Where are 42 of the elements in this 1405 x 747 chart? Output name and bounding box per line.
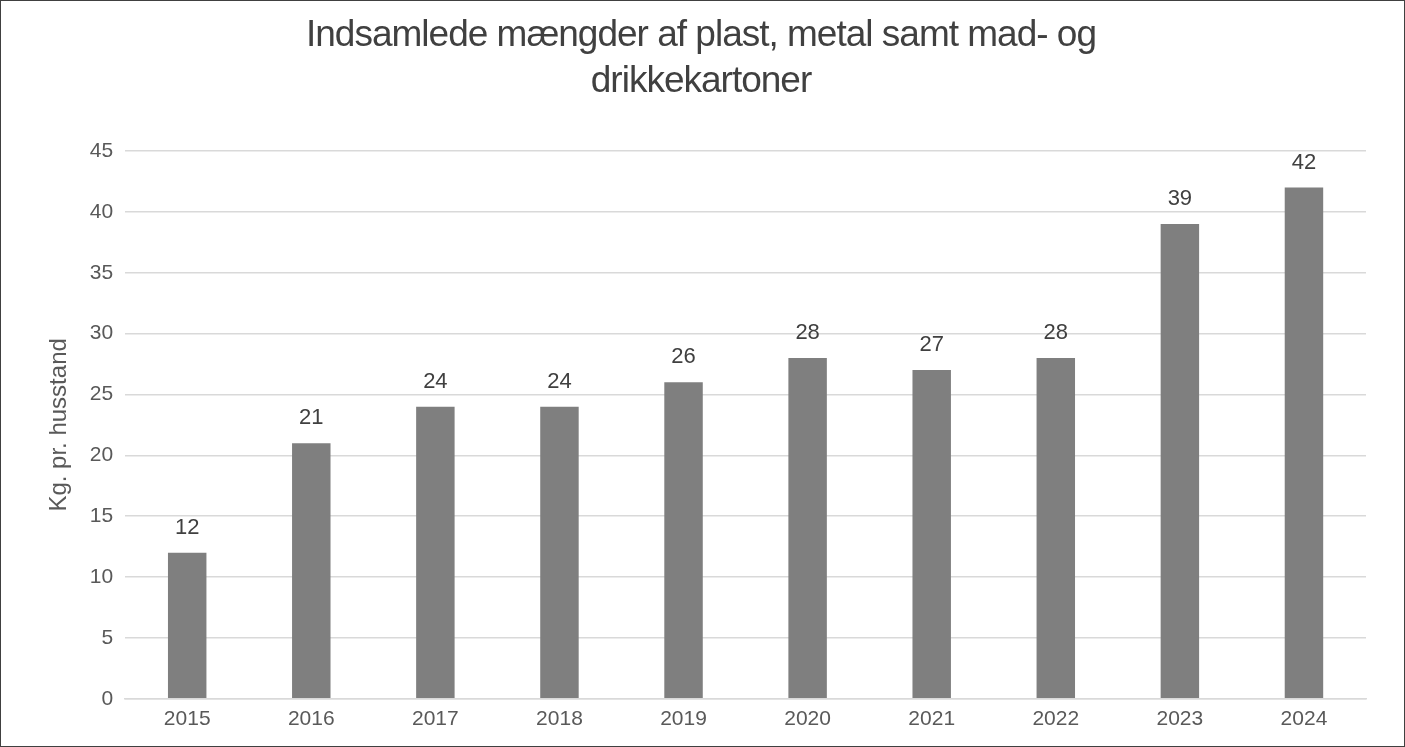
chart-title: Indsamlede mængder af plast, metal samt mad- og drikkekartoner (305, 12, 1097, 102)
x-tick-label: 2015 (163, 706, 211, 730)
x-tick-label: 2020 (784, 706, 831, 730)
bar (292, 443, 331, 699)
bar (664, 382, 703, 699)
y-tick-label: 5 (101, 624, 114, 648)
y-tick-label: 20 (89, 442, 114, 466)
x-tick-label: 2023 (1156, 706, 1204, 730)
y-tick-label: 25 (89, 381, 114, 405)
x-tick-label: 2018 (536, 706, 583, 730)
bar (1160, 224, 1200, 699)
bar (912, 370, 951, 699)
y-tick-label: 15 (89, 503, 114, 526)
bar (540, 406, 579, 699)
bar (167, 552, 207, 699)
y-tick-label: 0 (101, 685, 114, 709)
data-label: 28 (795, 319, 820, 345)
y-tick-label: 45 (89, 137, 114, 161)
data-label: 27 (919, 331, 944, 357)
bar (1284, 187, 1324, 699)
x-tick-label: 2017 (412, 706, 459, 730)
data-label: 21 (299, 404, 324, 430)
x-tick-label: 2019 (660, 706, 707, 730)
x-tick-label: 2021 (908, 706, 956, 730)
data-label: 24 (547, 367, 572, 393)
x-tick-label: 2016 (287, 706, 335, 730)
y-tick-label: 35 (89, 259, 114, 283)
x-tick-label: 2022 (1032, 706, 1080, 730)
x-tick-label: 2024 (1280, 706, 1328, 730)
data-label: 24 (423, 367, 448, 393)
y-tick-label: 30 (89, 320, 114, 344)
data-label: 26 (671, 343, 696, 369)
bar (1036, 357, 1076, 699)
data-label: 39 (1167, 185, 1193, 211)
data-label: 12 (174, 513, 200, 539)
data-label: 28 (1043, 319, 1069, 345)
bar (788, 357, 827, 699)
y-tick-label: 10 (89, 563, 114, 587)
bar (416, 406, 455, 699)
y-tick-label: 40 (89, 198, 114, 222)
data-label: 42 (1291, 148, 1317, 174)
y-axis-title: Kg. pr. husstand (44, 338, 72, 512)
